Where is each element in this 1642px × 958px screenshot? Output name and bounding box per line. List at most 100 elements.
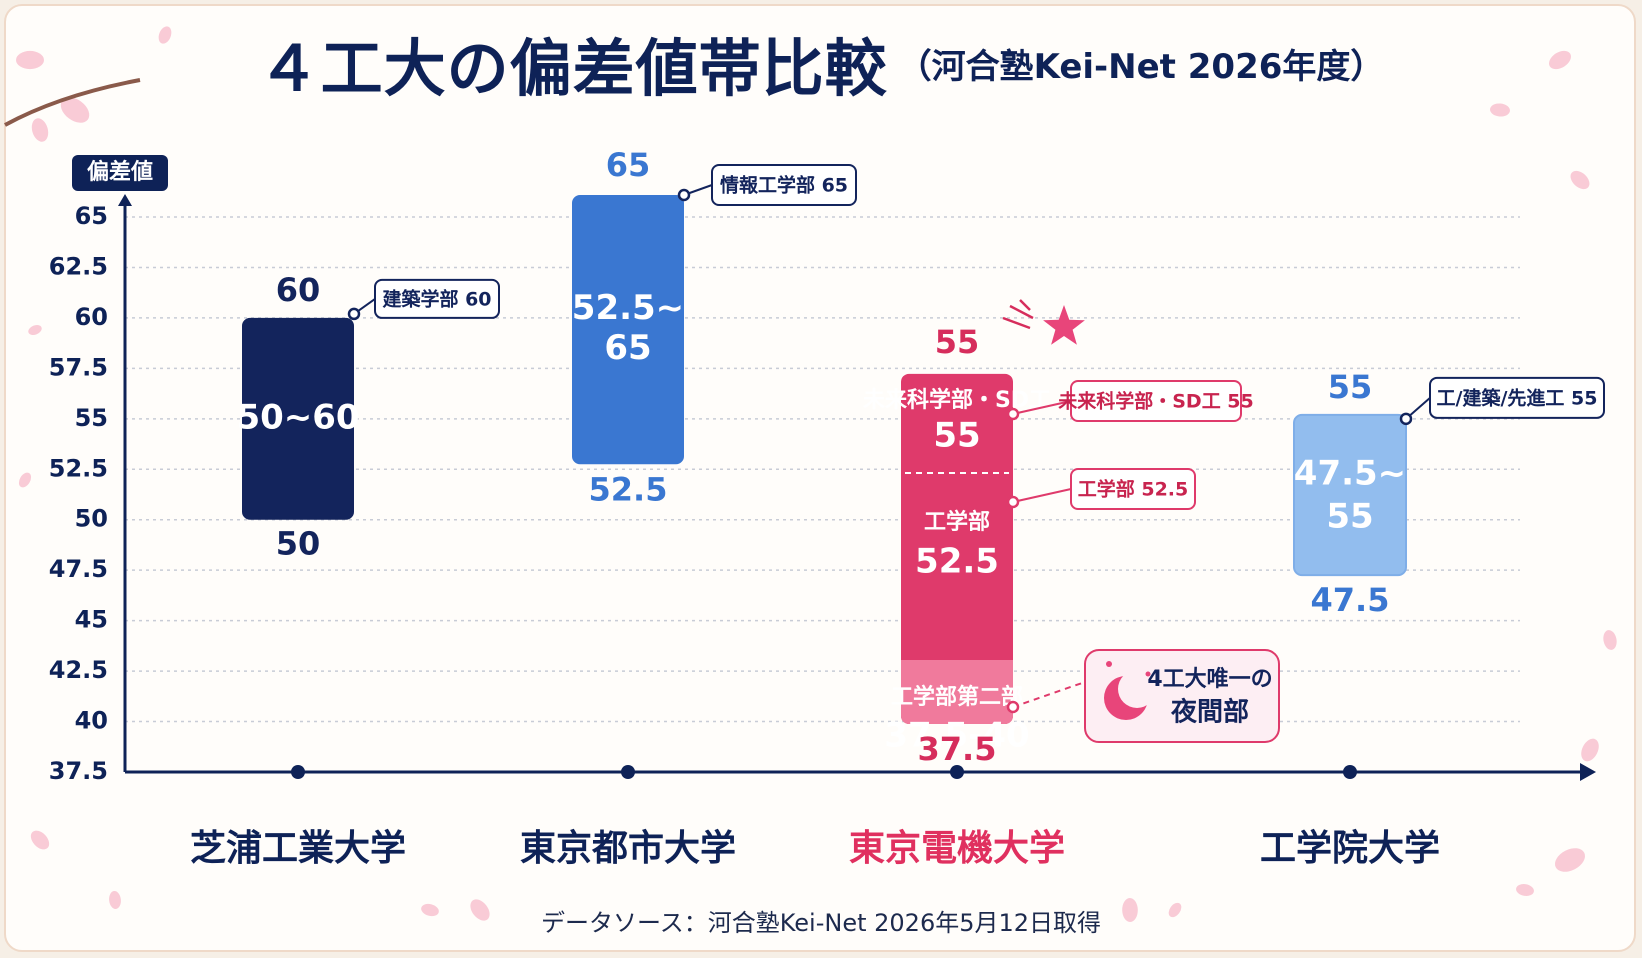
- x-category-label: 芝浦工業大学: [190, 827, 406, 869]
- callout-leader: [1012, 681, 1086, 708]
- y-tick-label: 37.5: [49, 757, 108, 785]
- sakura-petal-icon: [18, 472, 32, 488]
- callout-engineering: 工学部 52.5: [1078, 478, 1189, 501]
- bar-tokyo-city: [572, 195, 684, 465]
- moon-icon-cut: [1118, 670, 1156, 708]
- segment-value: 52.5: [915, 542, 999, 582]
- sparkle-icon: [1002, 316, 1031, 330]
- bar-inner-label: 52.5~: [572, 288, 684, 328]
- bar-inner-label: 65: [604, 328, 651, 368]
- callout-dot: [1006, 407, 1020, 421]
- sakura-petal-icon: [158, 26, 172, 44]
- sakura-petal-icon: [1570, 170, 1590, 190]
- sakura-petal-icon: [1516, 884, 1534, 896]
- x-category-label: 東京電機大学: [849, 827, 1065, 869]
- y-axis-arrow-icon: [118, 194, 132, 206]
- sakura-petal-icon: [470, 899, 490, 921]
- sakura-decoration: [4, 26, 1617, 922]
- x-category-label: 東京都市大学: [520, 827, 736, 869]
- bar-inner-label: 55: [1326, 497, 1373, 537]
- sakura-petal-icon: [1549, 50, 1571, 70]
- callout-dot: [1006, 700, 1020, 714]
- sakura-petal-icon: [30, 830, 50, 850]
- bar-tokyo-denki: [901, 373, 1013, 724]
- y-tick-label: 47.5: [49, 555, 108, 583]
- callout-box: [374, 278, 500, 319]
- callout-box: [1070, 468, 1196, 510]
- star-icon: [1043, 305, 1085, 345]
- data-source-note: データソース：河合塾Kei-Net 2026年5月12日取得: [540, 909, 1102, 937]
- star-small-icon: [1145, 671, 1151, 677]
- sakura-petal-icon: [1490, 103, 1510, 117]
- sakura-petal-icon: [421, 903, 439, 917]
- callout-dot: [1006, 495, 1020, 509]
- bar-shibaura: [242, 317, 354, 520]
- y-axis-label: 偏差値: [72, 155, 168, 191]
- bar-top-label: 65: [606, 146, 651, 184]
- x-tick-dot: [950, 765, 964, 779]
- y-tick-label: 57.5: [49, 353, 108, 381]
- title-main: ４工大の偏差値帯比較: [257, 32, 888, 105]
- callout-future-science: 未来科学部・SD工 55: [1057, 390, 1254, 413]
- branch-icon: [4, 78, 141, 127]
- bar-top-label: 55: [1328, 368, 1373, 406]
- sakura-petal-icon: [31, 118, 49, 142]
- bar-top-label: 60: [276, 271, 321, 309]
- y-tick-label: 42.5: [49, 656, 108, 684]
- x-tick-dot: [1343, 765, 1357, 779]
- sparkle-icon: [1019, 299, 1031, 311]
- y-tick-label: 52.5: [49, 454, 108, 482]
- callout-night-line2: 夜間部: [1170, 697, 1249, 728]
- sakura-petal-icon: [16, 50, 44, 70]
- y-tick-label: 40: [75, 707, 108, 735]
- callout-dot: [347, 307, 361, 321]
- y-tick-label: 60: [75, 303, 108, 331]
- callout-dot: [677, 188, 691, 202]
- segment-value: 37.5-40: [884, 716, 1029, 756]
- callout-shibaura: 建築学部 60: [382, 287, 491, 310]
- title-sub: （河合塾Kei-Net 2026年度）: [897, 46, 1385, 87]
- x-axis-arrow-icon: [1580, 763, 1596, 781]
- chart-title: ４工大の偏差値帯比較 （河合塾Kei-Net 2026年度）: [0, 18, 1642, 108]
- sakura-petal-icon: [1603, 630, 1617, 650]
- y-tick-label: 45: [75, 606, 108, 634]
- bar-inner-label: 47.5~: [1294, 454, 1406, 494]
- bar-kogakuin: [1293, 413, 1407, 577]
- callout-box: [1429, 376, 1605, 419]
- star-small-icon: [1106, 661, 1112, 667]
- segment-name: 未来科学部・SD工: [863, 387, 1051, 413]
- sakura-petal-icon: [60, 97, 90, 123]
- bar-segment-night-fill: [901, 660, 1013, 680]
- callout-box: [1070, 380, 1242, 422]
- y-tick-label: 55: [75, 404, 108, 432]
- segment-name: 工学部第二部: [891, 684, 1023, 710]
- labels: 65 62.5 60 57.5 55 52.5 50 47.5 45 42.5 40 37.5 芝浦工業…: [49, 146, 1605, 869]
- callout-tokyo-city: 情報工学部 65: [720, 174, 848, 197]
- bar-top-label: 55: [935, 323, 980, 361]
- bar-inner-label: 50~60: [236, 397, 359, 437]
- x-category-label: 工学院大学: [1260, 827, 1440, 869]
- y-tick-label: 65: [75, 202, 108, 230]
- bar-bottom-label: 47.5: [1311, 581, 1390, 619]
- callout-leader: [1012, 400, 1072, 415]
- sakura-petal-icon: [1554, 848, 1586, 872]
- segment-value: 55: [933, 415, 980, 455]
- callout-night-line1: 4工大唯一の: [1147, 667, 1272, 692]
- bar-bottom-label: 52.5: [589, 470, 668, 508]
- sakura-petal-icon: [28, 325, 42, 335]
- sakura-petal-icon: [1168, 902, 1182, 918]
- sparkle-icon: [1009, 304, 1034, 320]
- callout-kogakuin: 工/建築/先進工 55: [1437, 386, 1598, 409]
- axes: [118, 194, 1596, 781]
- y-tick-label: 62.5: [49, 252, 108, 280]
- callout-dot: [1399, 412, 1413, 426]
- bar-bottom-label: 37.5: [918, 730, 997, 768]
- callout-leader: [1012, 488, 1072, 503]
- sakura-petal-icon: [1122, 898, 1138, 922]
- sakura-petal-icon: [1581, 738, 1599, 762]
- sakura-petal-icon: [109, 891, 121, 909]
- x-tick-dot: [621, 765, 635, 779]
- y-tick-label: 50: [75, 505, 108, 533]
- segment-name: 工学部: [924, 509, 990, 535]
